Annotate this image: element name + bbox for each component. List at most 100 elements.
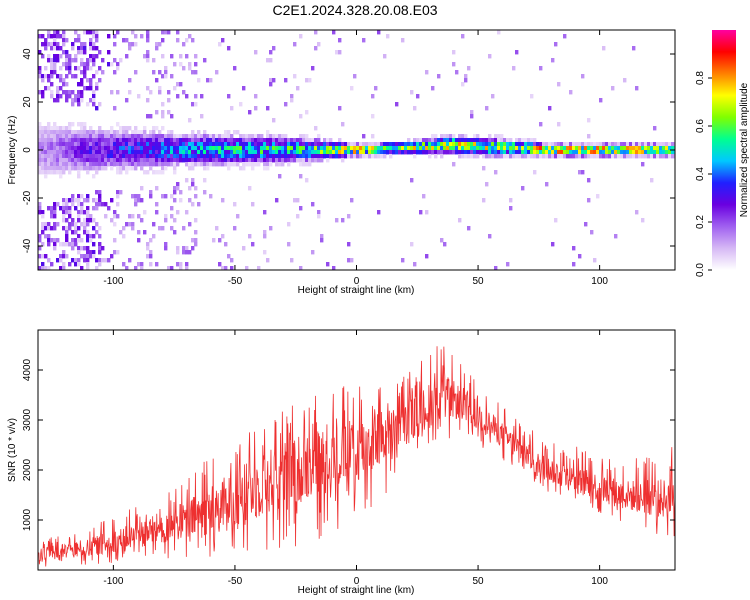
heatmap-cell	[77, 50, 81, 55]
heatmap-cell	[479, 138, 483, 143]
heatmap-cell	[185, 266, 189, 270]
heatmap-cell	[548, 150, 552, 155]
heatmap-cell	[44, 166, 48, 171]
heatmap-cell	[113, 34, 117, 39]
heatmap-cell	[191, 130, 195, 135]
heatmap-cell	[68, 134, 72, 139]
heatmap-cell	[569, 142, 573, 147]
heatmap-cell	[146, 170, 150, 175]
heatmap-cell	[620, 146, 624, 151]
heatmap-cell	[56, 58, 60, 63]
heatmap-cell	[56, 98, 60, 103]
heatmap-cell	[248, 142, 252, 147]
heatmap-cell	[587, 146, 591, 151]
heatmap-cell	[95, 154, 99, 159]
heatmap-cell	[287, 242, 291, 247]
heatmap-cell	[104, 202, 108, 207]
heatmap-cell	[542, 150, 546, 155]
heatmap-cell	[59, 254, 63, 259]
heatmap-cell	[272, 134, 276, 139]
heatmap-cell	[467, 66, 471, 71]
heatmap-cell	[95, 46, 99, 51]
heatmap-cell	[188, 62, 192, 67]
heatmap-cell	[185, 146, 189, 151]
heatmap-cell	[539, 154, 543, 159]
heatmap-cell	[632, 142, 636, 147]
heatmap-cell	[476, 142, 480, 147]
heatmap-cell	[392, 150, 396, 155]
heatmap-cell	[428, 142, 432, 147]
heatmap-cell	[668, 146, 672, 151]
heatmap-cell	[86, 86, 90, 91]
heatmap-cell	[191, 178, 195, 183]
heatmap-cell	[134, 202, 138, 207]
heatmap-cell	[101, 58, 105, 63]
heatmap-cell	[80, 210, 84, 215]
heatmap-cell	[86, 158, 90, 163]
heatmap-cell	[167, 146, 171, 151]
heatmap-cell	[71, 198, 75, 203]
heatmap-cell	[641, 162, 645, 167]
heatmap-cell	[242, 154, 246, 159]
heatmap-cell	[59, 86, 63, 91]
heatmap-cell	[149, 262, 153, 267]
heatmap-cell	[92, 162, 96, 167]
heatmap-cell	[536, 146, 540, 151]
heatmap-cell	[104, 258, 108, 263]
heatmap-cell	[101, 246, 105, 251]
heatmap-cell	[119, 134, 123, 139]
heatmap-cell	[83, 246, 87, 251]
heatmap-cell	[569, 146, 573, 151]
heatmap-cell	[92, 142, 96, 147]
heatmap-cell	[311, 250, 315, 255]
heatmap-cell	[230, 158, 234, 163]
heatmap-cell	[125, 266, 129, 270]
heatmap-cell	[125, 126, 129, 131]
heatmap-cell	[602, 46, 606, 51]
heatmap-cell	[203, 58, 207, 63]
heatmap-cell	[566, 150, 570, 155]
heatmap-cell	[74, 206, 78, 211]
heatmap-cell	[47, 130, 51, 135]
heatmap-cell	[110, 146, 114, 151]
heatmap-cell	[146, 254, 150, 259]
heatmap-cell	[203, 146, 207, 151]
heatmap-cell	[53, 142, 57, 147]
heatmap-cell	[44, 130, 48, 135]
heatmap-cell	[86, 162, 90, 167]
heatmap-cell	[83, 62, 87, 67]
heatmap-cell	[194, 242, 198, 247]
heatmap-cell	[572, 262, 576, 267]
heatmap-cell	[50, 46, 54, 51]
heatmap-cell	[293, 42, 297, 47]
heatmap-cell	[221, 146, 225, 151]
heatmap-cell	[665, 150, 669, 155]
heatmap-cell	[164, 166, 168, 171]
heatmap-cell	[161, 154, 165, 159]
heatmap-cell	[200, 158, 204, 163]
heatmap-cell	[95, 142, 99, 147]
heatmap-cell	[230, 266, 234, 270]
colorbar-tick-label: 0.2	[695, 215, 706, 229]
heatmap-cell	[329, 154, 333, 159]
heatmap-cell	[224, 158, 228, 163]
heatmap-cell	[53, 158, 57, 163]
heatmap-cell	[158, 130, 162, 135]
heatmap-cell	[317, 210, 321, 215]
heatmap-cell	[140, 162, 144, 167]
heatmap-cell	[350, 258, 354, 263]
heatmap-cell	[98, 126, 102, 131]
heatmap-cell	[233, 142, 237, 147]
heatmap-cell	[65, 202, 69, 207]
heatmap-cell	[635, 142, 639, 147]
heatmap-cell	[167, 154, 171, 159]
heatmap-cell	[62, 266, 66, 270]
heatmap-cell	[44, 42, 48, 47]
heatmap-cell	[311, 138, 315, 143]
heatmap-cell	[437, 146, 441, 151]
heatmap-cell	[245, 142, 249, 147]
heatmap-cell	[257, 150, 261, 155]
heatmap-cell	[368, 154, 372, 159]
heatmap-cell	[572, 142, 576, 147]
heatmap-cell	[56, 126, 60, 131]
